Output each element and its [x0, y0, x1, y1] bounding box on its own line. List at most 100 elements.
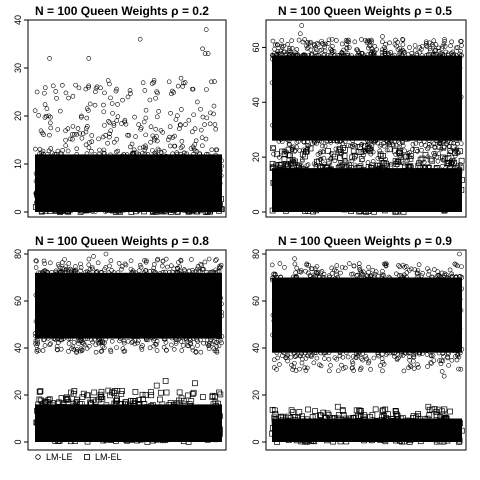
data-point-band: [61, 319, 67, 325]
data-point-band: [372, 59, 377, 64]
data-point-band: [42, 299, 48, 304]
data-point-band: [216, 290, 222, 296]
data-point-band: [448, 64, 454, 69]
data-point-band: [125, 333, 130, 339]
data-point-fringe: [89, 148, 94, 154]
data-point-band: [206, 201, 213, 208]
data-point-band: [433, 438, 440, 445]
data-point-fringe: [75, 126, 81, 131]
data-point-fringe: [399, 52, 404, 58]
data-point-band: [216, 300, 221, 306]
data-point-fringe: [87, 101, 93, 107]
data-point-band: [379, 292, 384, 297]
data-point-band: [364, 100, 370, 105]
data-point-band: [357, 120, 363, 126]
data-point-band: [440, 134, 445, 140]
data-point-band: [33, 333, 38, 339]
data-point-fringe: [111, 121, 117, 126]
data-point-band: [282, 341, 287, 346]
data-point-fringe: [143, 337, 149, 343]
data-point-fringe: [78, 268, 83, 274]
data-point-fringe: [429, 157, 436, 164]
data-point-band: [193, 185, 199, 191]
data-point-band: [406, 74, 412, 79]
data-point-fringe: [47, 260, 53, 266]
data-point-band: [205, 325, 210, 330]
data-point-fringe: [41, 337, 46, 343]
data-point-fringe: [99, 348, 105, 354]
data-point-band: [295, 110, 301, 116]
data-point-band: [155, 423, 161, 430]
data-point-band: [427, 71, 432, 76]
data-point-band: [427, 319, 432, 325]
data-point-fringe: [120, 193, 127, 200]
data-point-fringe: [72, 399, 79, 406]
data-point-band: [45, 336, 51, 341]
data-point-fringe: [281, 156, 288, 163]
data-point-band: [60, 413, 66, 420]
data-point-fringe: [205, 337, 210, 343]
data-point-band: [188, 168, 194, 173]
data-point-band: [424, 435, 431, 442]
data-point-fringe: [213, 258, 218, 263]
data-point-fringe: [447, 267, 453, 273]
data-point-fringe: [380, 39, 385, 45]
data-point-fringe: [128, 258, 134, 264]
data-point-band: [169, 436, 176, 442]
data-point-fringe: [444, 274, 450, 280]
data-point-band: [407, 176, 414, 183]
data-point-band: [306, 342, 311, 348]
data-point-band: [410, 98, 416, 104]
data-point-band: [362, 174, 368, 180]
data-point-fringe: [199, 263, 204, 268]
data-point-fringe: [111, 123, 117, 128]
data-point-band: [280, 71, 286, 77]
data-point-band: [178, 332, 184, 338]
data-point-band: [325, 320, 330, 326]
data-point-band: [90, 434, 97, 441]
data-point-fringe: [367, 148, 374, 155]
data-point-band: [165, 313, 171, 318]
data-point-band: [430, 99, 436, 105]
data-point-band: [171, 407, 178, 413]
data-point-fringe: [411, 366, 417, 371]
data-point-band: [116, 279, 122, 284]
data-point-fringe: [420, 271, 425, 276]
data-point-fringe: [33, 265, 39, 270]
data-point-band: [431, 318, 436, 323]
panel-1-frame: [27, 19, 227, 218]
data-point-fringe: [183, 336, 189, 341]
data-point-band: [69, 169, 75, 174]
data-point-fringe: [84, 151, 90, 156]
data-point-band: [80, 322, 86, 327]
data-point-fringe: [178, 122, 183, 128]
data-point-band: [354, 84, 360, 89]
data-point-band: [333, 99, 338, 105]
data-point-fringe: [143, 132, 148, 138]
data-point-band: [282, 183, 289, 189]
data-point-band: [426, 92, 432, 98]
panel-3-y-tick-label: 0: [13, 439, 23, 444]
data-point-band: [67, 175, 72, 180]
data-point-fringe: [73, 264, 78, 269]
panel-1-y-tick-label: 30: [13, 63, 23, 73]
data-point-band: [437, 438, 444, 445]
data-point-band: [73, 274, 79, 279]
data-point-band: [187, 179, 192, 185]
data-point-fringe: [399, 350, 404, 356]
data-point-band: [331, 120, 337, 126]
data-point-fringe: [419, 351, 425, 356]
data-point-band: [121, 202, 128, 209]
data-point-band: [351, 127, 356, 132]
data-point-band: [374, 173, 381, 180]
data-point-fringe: [289, 45, 295, 51]
data-point-band: [332, 345, 338, 350]
data-point-band: [39, 429, 45, 436]
data-point-band: [352, 312, 358, 318]
data-point-band: [456, 198, 462, 205]
data-point-band: [152, 429, 159, 435]
data-point-fringe: [314, 355, 320, 361]
data-point-band: [320, 420, 327, 427]
data-point-band: [402, 167, 408, 174]
data-point-band: [284, 174, 291, 181]
